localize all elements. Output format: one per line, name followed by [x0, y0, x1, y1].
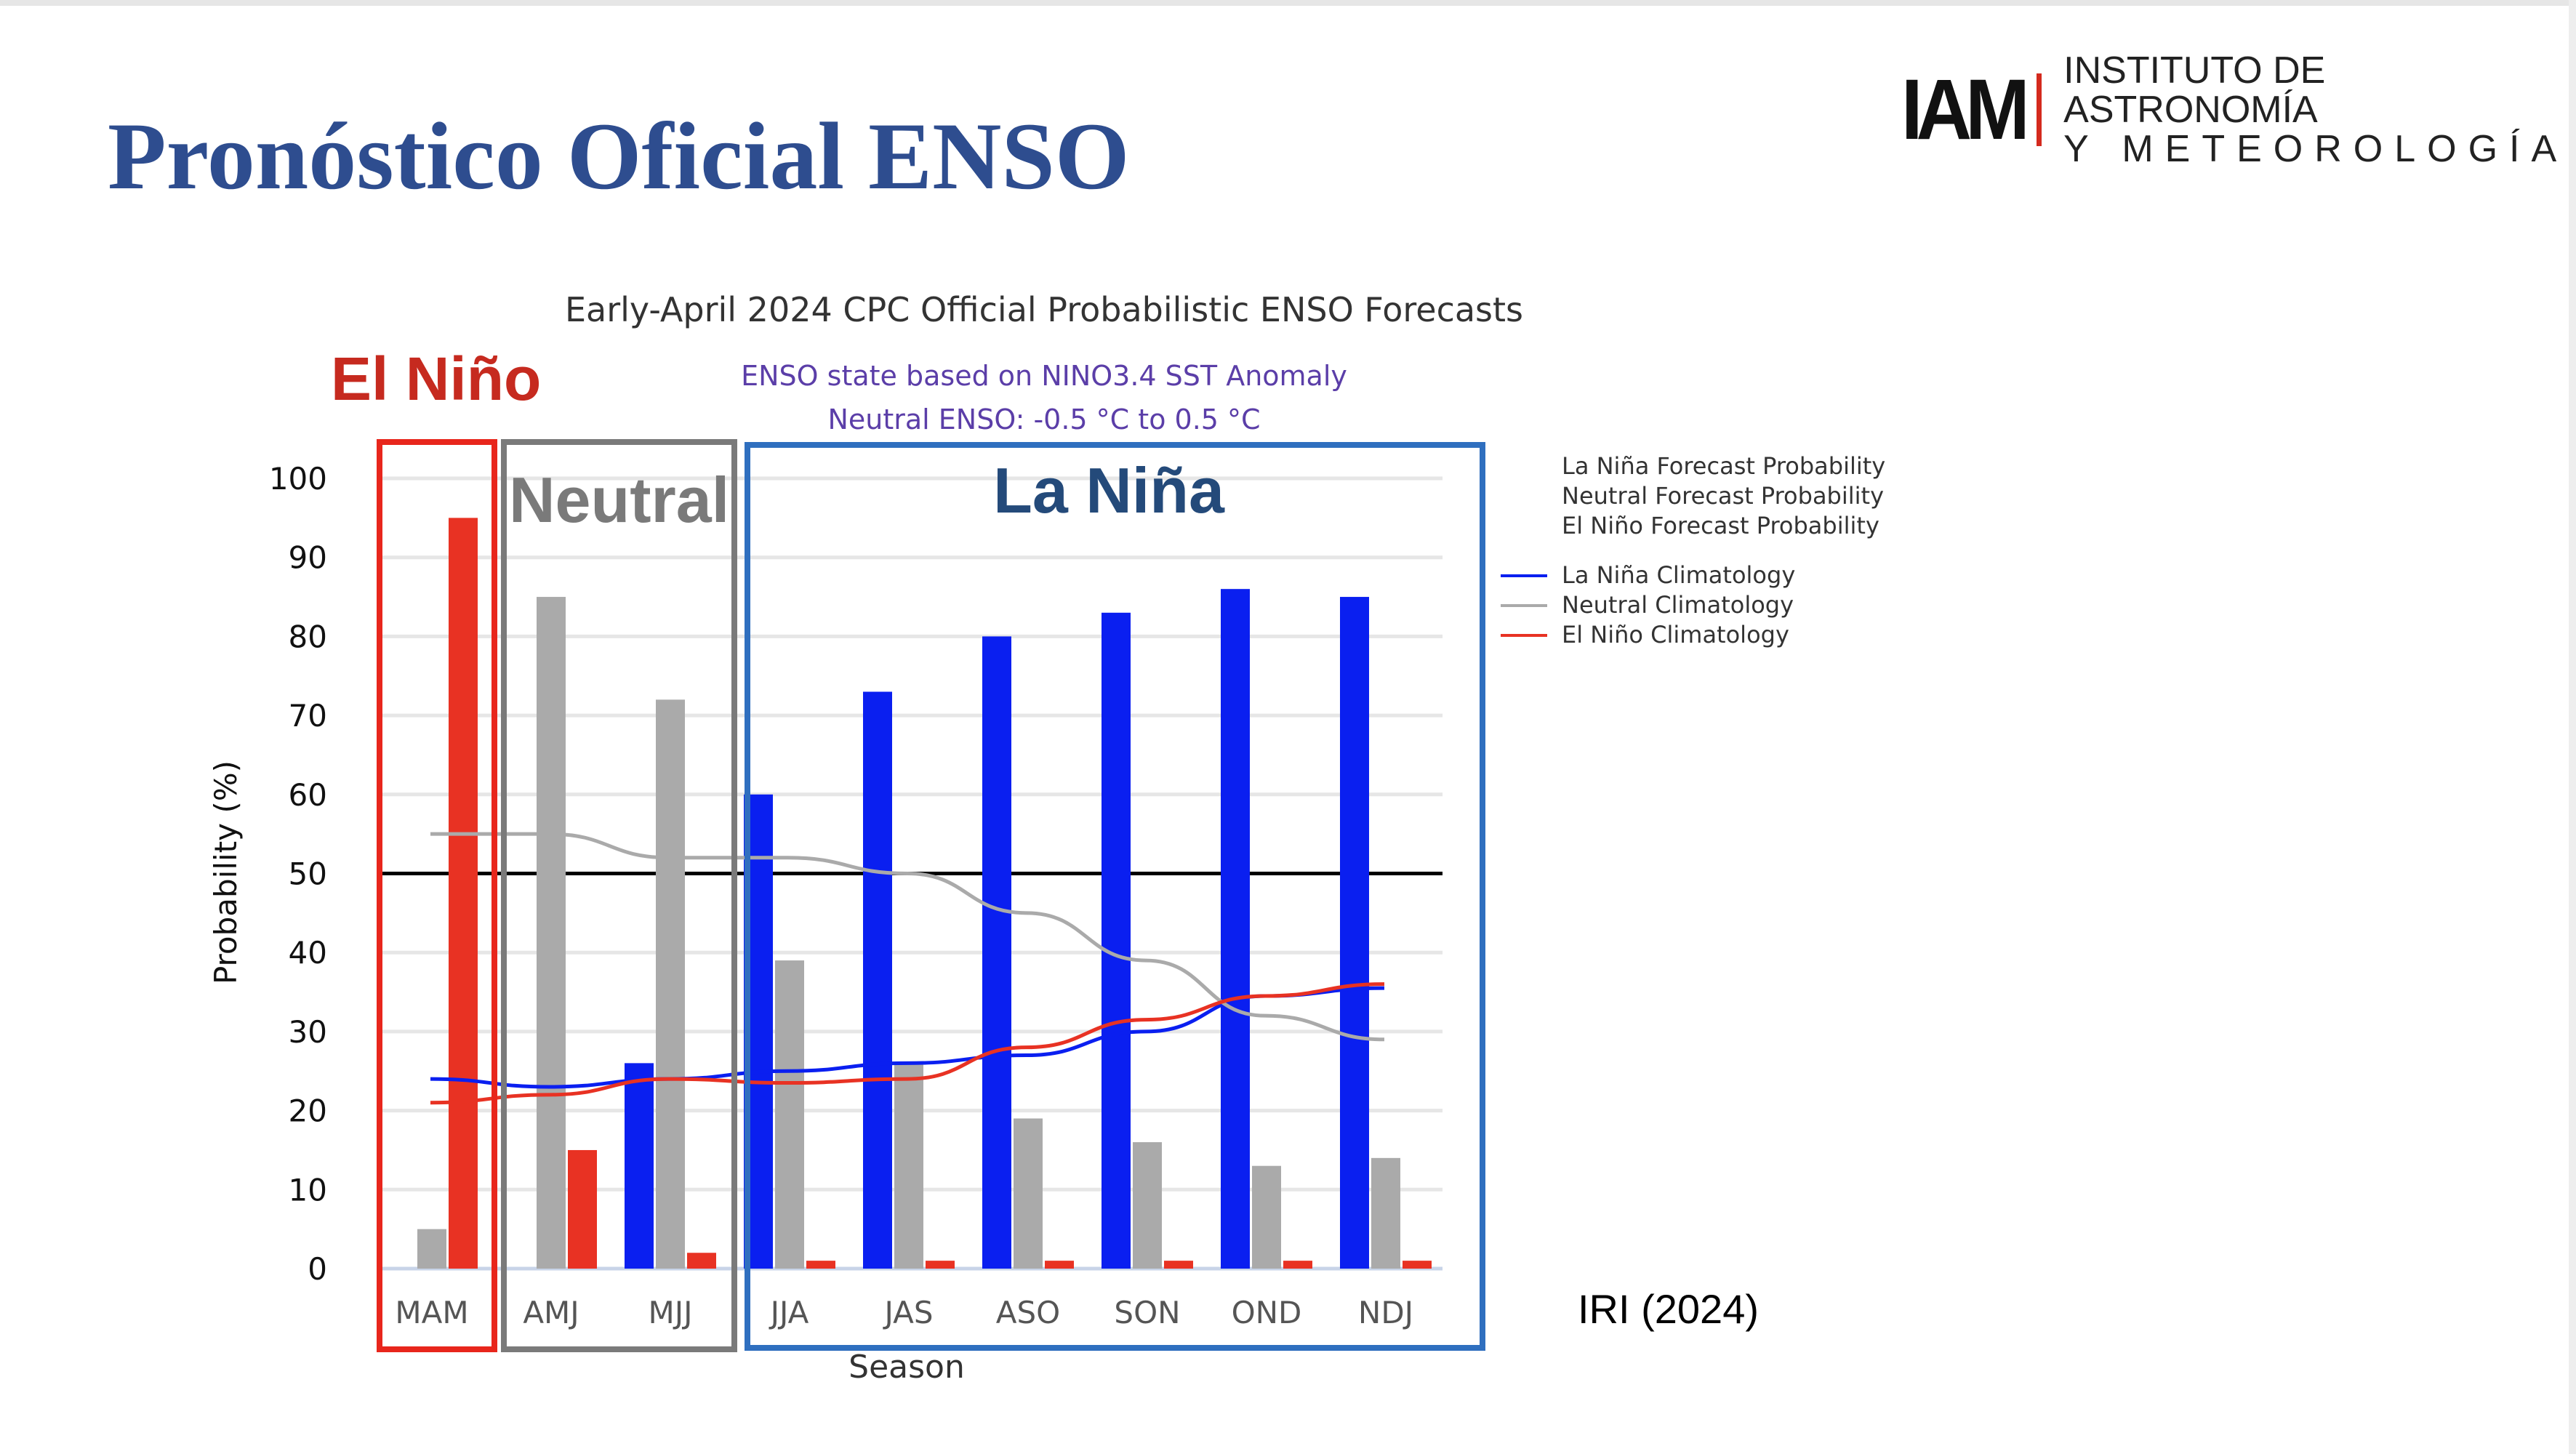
y-tick-label: 80	[289, 619, 327, 654]
x-tick-label: AMJ	[523, 1295, 579, 1330]
el-nino-label: El Niño	[331, 345, 541, 413]
y-tick-label: 60	[289, 777, 327, 813]
legend-entry: El Niño Climatology	[1562, 621, 1789, 648]
logo-text: INSTITUTO DE ASTRONOMÍA Y METEOROLOGÍA	[2063, 51, 2576, 169]
y-tick-label: 0	[308, 1251, 327, 1287]
x-axis-label: Season	[848, 1349, 965, 1386]
top-border	[0, 0, 2576, 6]
bar-neutral-forecast-probabilityond	[1252, 1165, 1281, 1269]
el-nino-box	[377, 439, 497, 1352]
bar-la-ni-a-forecast-probabilityndj	[1340, 597, 1369, 1269]
bar-la-ni-a-forecast-probabilityson	[1102, 612, 1131, 1269]
x-tick-label: SON	[1114, 1295, 1180, 1330]
page-title: Pronóstico Oficial ENSO	[108, 103, 1130, 209]
y-tick-label: 70	[289, 698, 327, 734]
legend-entry: Neutral Forecast Probability	[1562, 482, 1884, 510]
legend-entry: Neutral Climatology	[1562, 591, 1794, 619]
y-tick-label: 50	[289, 856, 327, 892]
bar-neutral-forecast-probabilityaso	[1014, 1118, 1043, 1269]
bar-el-ni-o-forecast-probabilitymam	[449, 518, 478, 1269]
bar-el-ni-o-forecast-probabilityond	[1283, 1261, 1312, 1269]
legend-entry: La Niña Climatology	[1562, 561, 1795, 589]
bar-el-ni-o-forecast-probabilityamj	[568, 1149, 597, 1269]
x-tick-label: JAS	[882, 1295, 933, 1330]
legend-entry: La Niña Forecast Probability	[1562, 452, 1885, 480]
bar-la-ni-a-forecast-probabilityond	[1221, 589, 1250, 1269]
y-tick-label: 90	[289, 540, 327, 576]
bar-la-ni-a-forecast-probabilityjas	[863, 691, 892, 1269]
bar-neutral-forecast-probabilitymjj	[656, 699, 685, 1269]
chart-title: Early-April 2024 CPC Official Probabilis…	[565, 290, 1523, 329]
y-axis-label: Probability (%)	[208, 760, 244, 984]
y-tick-label: 10	[289, 1172, 327, 1208]
bar-el-ni-o-forecast-probabilityjja	[806, 1261, 835, 1269]
bar-el-ni-o-forecast-probabilityaso	[1045, 1261, 1074, 1269]
la-nina-box	[745, 442, 1485, 1351]
climatology-lines	[430, 832, 1385, 1105]
la-nina-label: La Niña	[993, 454, 1225, 526]
bar-el-ni-o-forecast-probabilityndj	[1403, 1261, 1432, 1269]
bar-neutral-forecast-probabilityjja	[775, 960, 804, 1269]
y-axis-ticks: 0 10 20 30 40 50 60 70 80 90 100	[269, 461, 327, 1287]
bars	[417, 518, 1432, 1269]
source-label: IRI (2024)	[1578, 1286, 1759, 1332]
line-neutral-climatology	[430, 832, 1385, 1042]
x-tick-label: ASO	[996, 1295, 1060, 1330]
y-tick-label: 30	[289, 1014, 327, 1050]
bar-neutral-forecast-probabilityjas	[894, 1063, 923, 1269]
y-tick-label: 100	[269, 461, 327, 497]
right-border	[2569, 0, 2576, 1454]
bar-la-ni-a-forecast-probabilitymjj	[625, 1063, 654, 1269]
legend-entry: El Niño Forecast Probability	[1562, 512, 1879, 539]
logo-mark: IAM	[1901, 62, 2030, 158]
bar-neutral-forecast-probabilityndj	[1371, 1157, 1400, 1269]
logo-divider	[2037, 73, 2042, 146]
x-tick-label: MAM	[395, 1295, 468, 1330]
logo-line1: INSTITUTO DE ASTRONOMÍA	[2063, 49, 2326, 131]
x-tick-label: OND	[1232, 1295, 1302, 1330]
chart-subtitle-2: Neutral ENSO: -0.5 °C to 0.5 °C	[827, 403, 1260, 435]
x-tick-label: MJJ	[648, 1295, 692, 1330]
x-axis-ticks: MAM AMJ MJJ JJA JAS ASO SON OND NDJ	[395, 1295, 1413, 1330]
x-tick-label: NDJ	[1358, 1295, 1413, 1330]
bar-el-ni-o-forecast-probabilityjas	[926, 1261, 955, 1269]
bar-neutral-forecast-probabilityson	[1133, 1142, 1162, 1269]
y-tick-label: 20	[289, 1093, 327, 1129]
x-tick-label: JJA	[769, 1295, 809, 1330]
bar-neutral-forecast-probabilityamj	[537, 597, 566, 1269]
iam-logo: IAM INSTITUTO DE ASTRONOMÍA Y METEOROLOG…	[1901, 51, 2576, 169]
neutral-box	[501, 439, 737, 1352]
line-el-ni-o-climatology	[430, 982, 1385, 1105]
y-tick-label: 40	[289, 935, 327, 971]
bar-el-ni-o-forecast-probabilityson	[1164, 1261, 1193, 1269]
bar-neutral-forecast-probabilitymam	[417, 1229, 446, 1269]
bar-la-ni-a-forecast-probabilityaso	[982, 636, 1011, 1269]
chart-subtitle-1: ENSO state based on NINO3.4 SST Anomaly	[741, 360, 1347, 392]
bar-el-ni-o-forecast-probabilitymjj	[687, 1253, 716, 1269]
neutral-label: Neutral	[509, 464, 729, 536]
logo-line2: Y METEOROLOGÍA	[2063, 128, 2569, 170]
